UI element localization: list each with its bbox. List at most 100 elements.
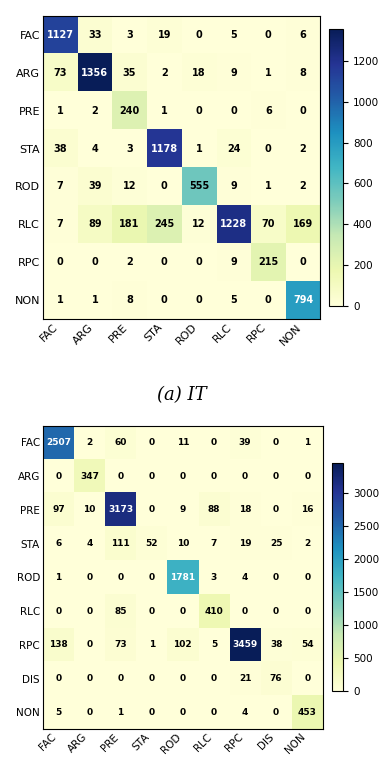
Text: 4: 4: [242, 573, 248, 582]
Text: 5: 5: [55, 708, 62, 717]
Text: 60: 60: [114, 438, 127, 447]
Text: 11: 11: [177, 438, 189, 447]
Text: 0: 0: [55, 607, 62, 615]
Text: 1: 1: [265, 181, 272, 191]
Text: 0: 0: [117, 472, 124, 481]
Text: 0: 0: [55, 472, 62, 481]
Text: 33: 33: [88, 30, 102, 40]
Text: 7: 7: [211, 539, 217, 548]
Text: 0: 0: [161, 181, 168, 191]
Text: 0: 0: [149, 607, 155, 615]
Text: 7: 7: [57, 220, 64, 230]
Text: 0: 0: [92, 257, 98, 267]
Text: 0: 0: [300, 257, 307, 267]
Text: 102: 102: [174, 641, 192, 649]
Text: 0: 0: [87, 708, 92, 717]
Text: 0: 0: [211, 708, 217, 717]
Text: 2: 2: [92, 106, 98, 115]
Text: 0: 0: [273, 472, 279, 481]
Text: 0: 0: [211, 472, 217, 481]
Text: 1781: 1781: [170, 573, 195, 582]
Text: 0: 0: [149, 472, 155, 481]
Text: 35: 35: [123, 67, 136, 78]
Text: 54: 54: [301, 641, 314, 649]
Text: 0: 0: [55, 674, 62, 683]
Text: 1: 1: [161, 106, 168, 115]
Text: 0: 0: [273, 708, 279, 717]
Text: 0: 0: [196, 296, 202, 305]
Text: 2: 2: [304, 539, 310, 548]
Text: 5: 5: [230, 296, 237, 305]
Text: 181: 181: [119, 220, 140, 230]
Text: 0: 0: [87, 674, 92, 683]
Text: 0: 0: [149, 708, 155, 717]
Text: 0: 0: [149, 506, 155, 514]
Text: 0: 0: [196, 257, 202, 267]
Text: 0: 0: [117, 674, 124, 683]
Text: 3459: 3459: [232, 641, 258, 649]
Text: 2: 2: [126, 257, 133, 267]
Text: 9: 9: [230, 257, 237, 267]
Text: 0: 0: [300, 106, 307, 115]
Text: 0: 0: [304, 472, 310, 481]
Text: 0: 0: [242, 472, 248, 481]
Text: 3: 3: [126, 143, 133, 154]
Text: 1: 1: [265, 67, 272, 78]
Text: 12: 12: [123, 181, 136, 191]
Text: 39: 39: [88, 181, 102, 191]
Text: 0: 0: [230, 106, 237, 115]
Text: 453: 453: [298, 708, 317, 717]
Text: 0: 0: [87, 607, 92, 615]
Text: 0: 0: [161, 296, 168, 305]
Text: 0: 0: [273, 506, 279, 514]
Text: 555: 555: [189, 181, 209, 191]
Text: 1: 1: [304, 438, 310, 447]
Text: 4: 4: [92, 143, 98, 154]
Text: 0: 0: [242, 607, 248, 615]
Text: 85: 85: [114, 607, 127, 615]
Text: 0: 0: [304, 674, 310, 683]
Text: 7: 7: [57, 181, 64, 191]
Text: 0: 0: [265, 296, 272, 305]
Text: 73: 73: [114, 641, 127, 649]
Text: 38: 38: [270, 641, 282, 649]
Text: 12: 12: [192, 220, 206, 230]
Text: 0: 0: [180, 674, 186, 683]
Text: 111: 111: [111, 539, 130, 548]
Text: 2: 2: [87, 438, 93, 447]
Text: 8: 8: [300, 67, 307, 78]
Text: 1: 1: [196, 143, 202, 154]
Text: 0: 0: [211, 674, 217, 683]
Text: 0: 0: [273, 573, 279, 582]
X-axis label: (a) IT: (a) IT: [157, 386, 206, 404]
Text: 2: 2: [161, 67, 168, 78]
Text: 240: 240: [119, 106, 140, 115]
Text: 4: 4: [86, 539, 93, 548]
Text: 0: 0: [304, 573, 310, 582]
Text: 38: 38: [53, 143, 67, 154]
Text: 10: 10: [83, 506, 96, 514]
Text: 1127: 1127: [47, 30, 74, 40]
Text: 0: 0: [196, 106, 202, 115]
Text: 25: 25: [270, 539, 282, 548]
Text: 4: 4: [242, 708, 248, 717]
Text: 3173: 3173: [108, 506, 133, 514]
Text: 0: 0: [87, 641, 92, 649]
Text: 8: 8: [126, 296, 133, 305]
Text: 1: 1: [92, 296, 98, 305]
Text: 5: 5: [211, 641, 217, 649]
Text: 70: 70: [262, 220, 275, 230]
Text: 1: 1: [149, 641, 155, 649]
Text: 97: 97: [52, 506, 65, 514]
Text: 9: 9: [230, 181, 237, 191]
Text: 245: 245: [154, 220, 174, 230]
Text: 0: 0: [180, 607, 186, 615]
Text: 9: 9: [230, 67, 237, 78]
Text: 5: 5: [230, 30, 237, 40]
Text: 3: 3: [211, 573, 217, 582]
Text: 169: 169: [293, 220, 313, 230]
Text: 39: 39: [239, 438, 251, 447]
Text: 1356: 1356: [82, 67, 108, 78]
Text: 21: 21: [239, 674, 251, 683]
Text: 0: 0: [273, 607, 279, 615]
